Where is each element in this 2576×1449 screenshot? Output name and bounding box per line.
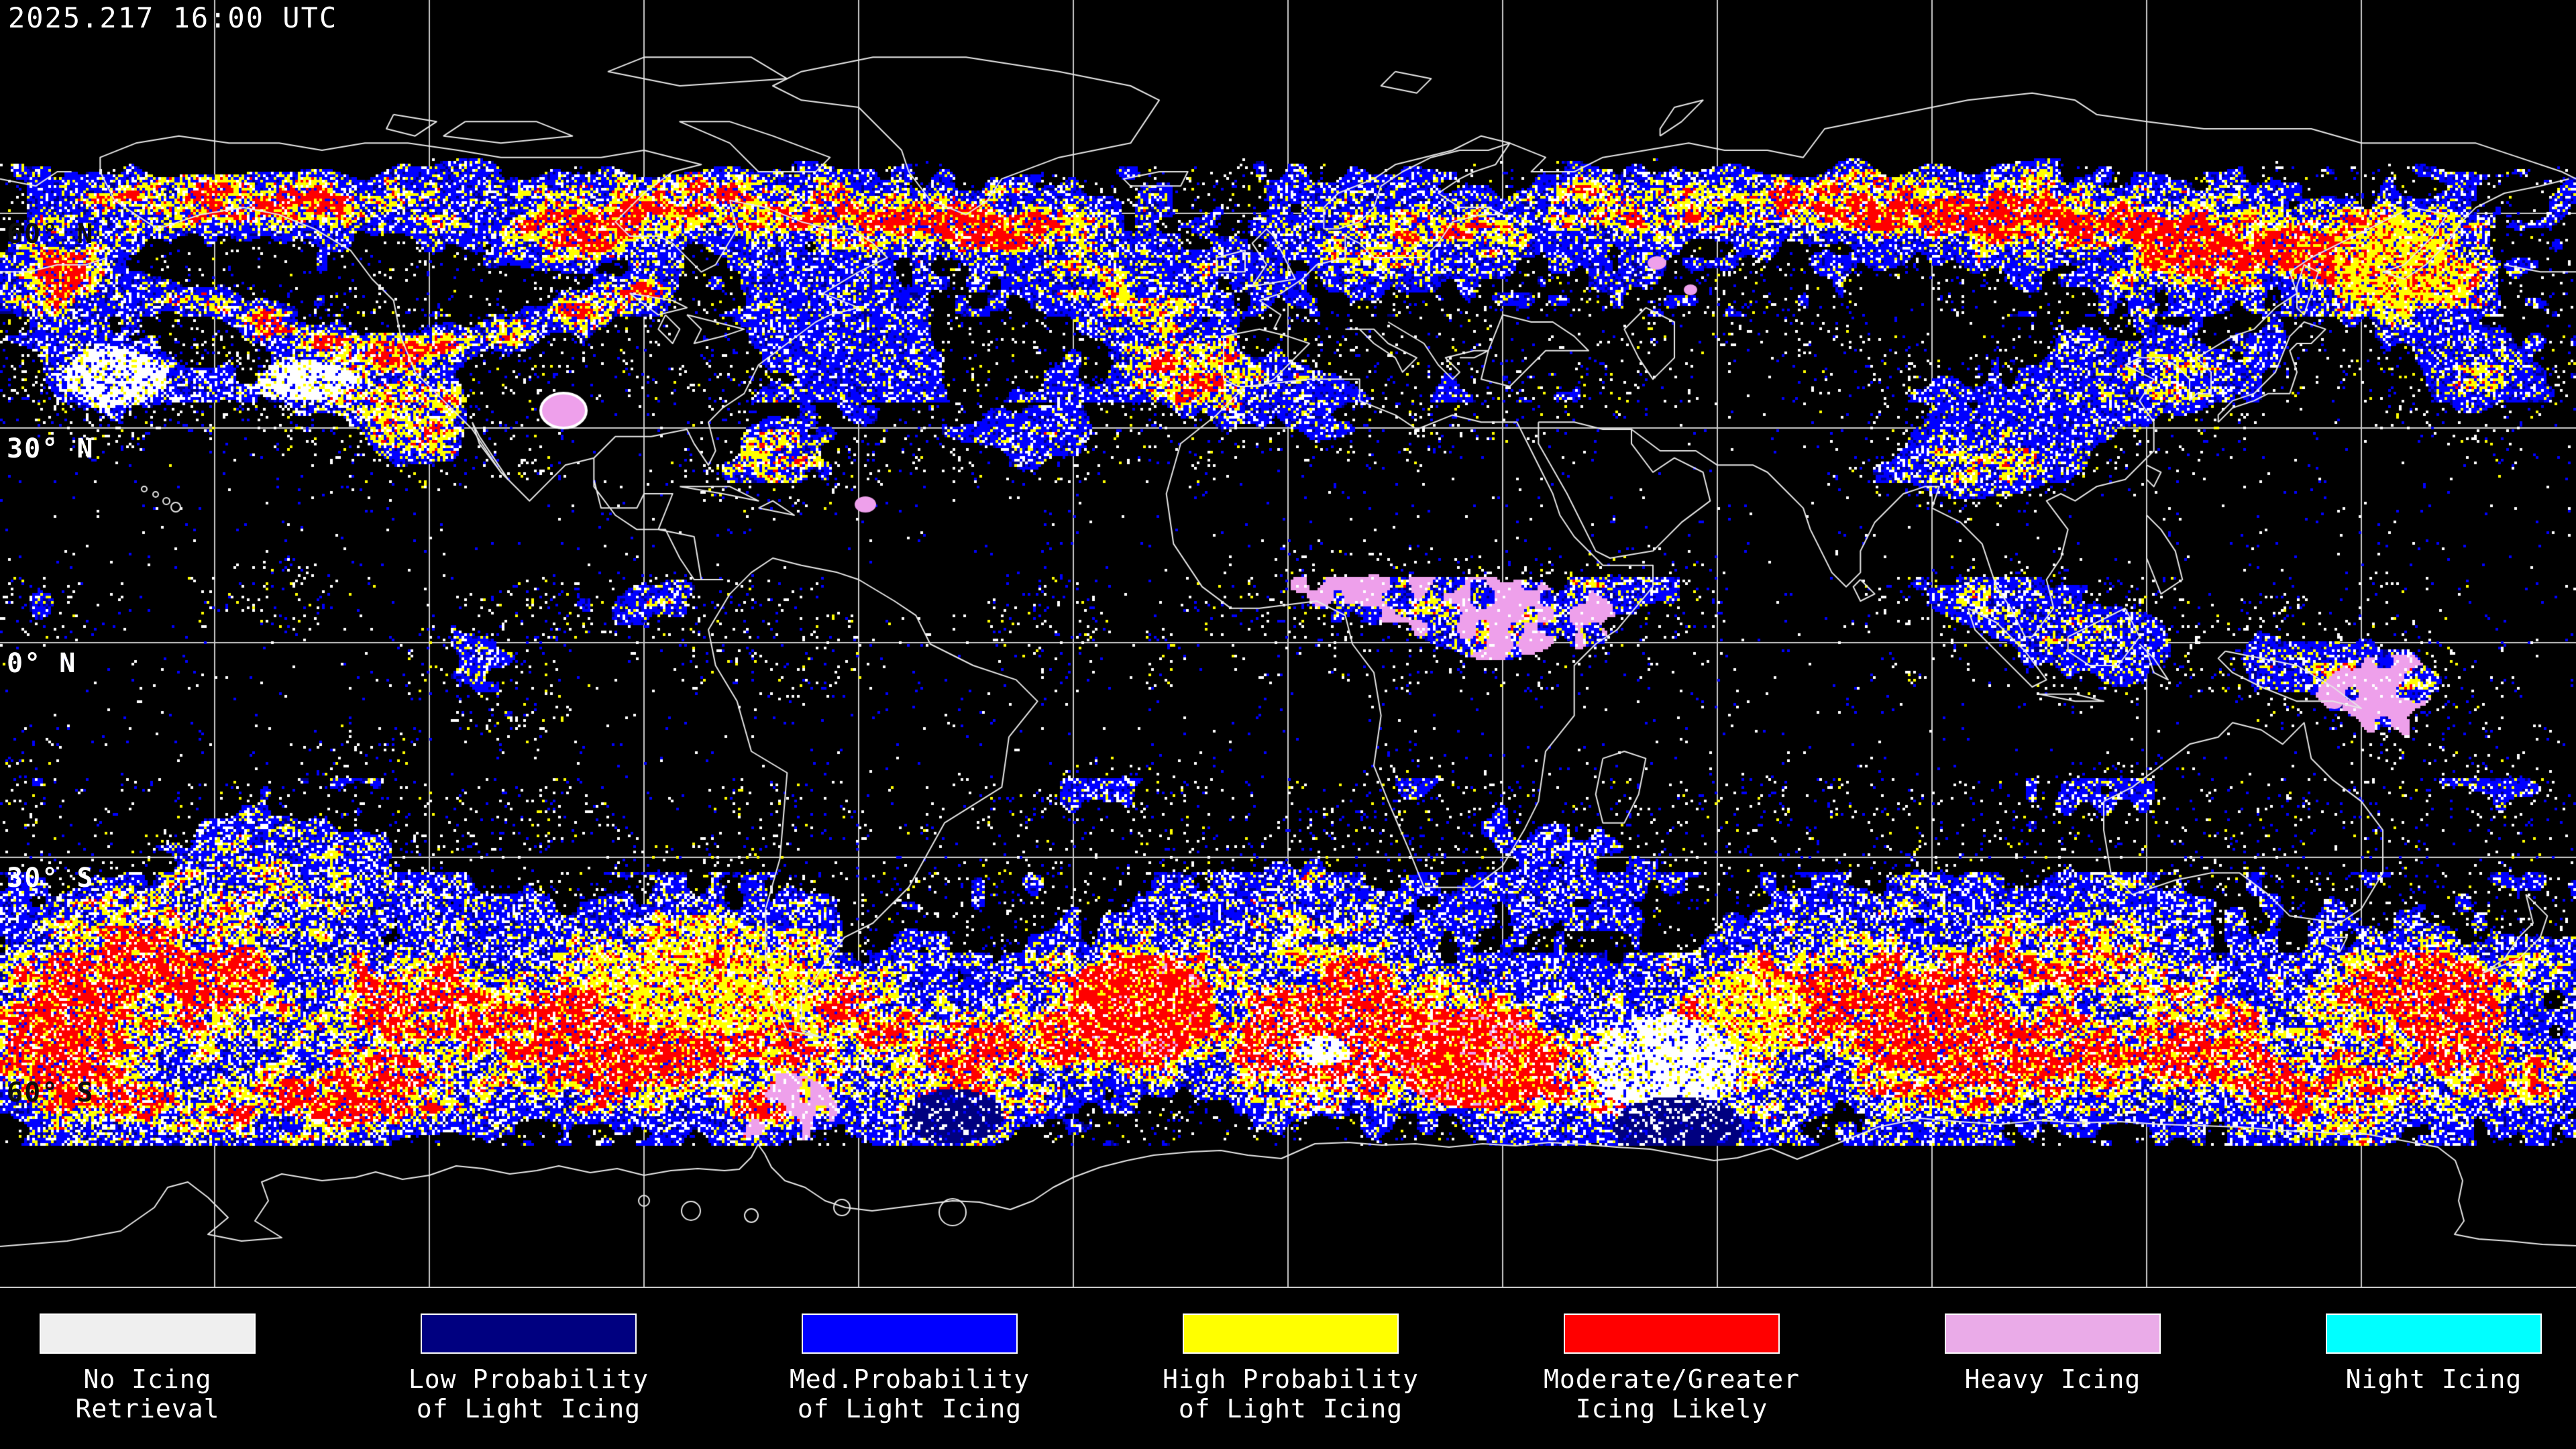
latitude-label-0n: 0° N — [7, 648, 77, 679]
legend-swatch-heavy-icing — [1945, 1313, 2161, 1354]
legend-swatch-moderate-greater — [1564, 1313, 1780, 1354]
legend-swatch-night-icing — [2326, 1313, 2542, 1354]
legend-bar: No Icing Retrieval Low Probability of Ligh… — [0, 1288, 2576, 1449]
legend-swatch-high-probability — [1183, 1313, 1399, 1354]
legend-label: High Probability of Light Icing — [1162, 1364, 1419, 1424]
legend-item-moderate-greater: Moderate/Greater Icing Likely — [1488, 1288, 1856, 1424]
legend-label: No Icing Retrieval — [75, 1364, 220, 1424]
legend-label: Moderate/Greater Icing Likely — [1543, 1364, 1801, 1424]
legend-item-low-probability: Low Probability of Light Icing — [345, 1288, 712, 1424]
latitude-label-60n: 60° N — [7, 219, 95, 250]
legend-item-high-probability: High Probability of Light Icing — [1107, 1288, 1474, 1424]
latitude-label-30n: 30° N — [7, 433, 95, 464]
legend-swatch-low-probability — [421, 1313, 637, 1354]
legend-label: Heavy Icing — [1964, 1364, 2141, 1394]
timestamp-label: 2025.217 16:00 UTC — [8, 1, 338, 34]
legend-item-night-icing: Night Icing — [2250, 1288, 2576, 1394]
legend-item-no-icing: No Icing Retrieval — [0, 1288, 331, 1424]
global-icing-map: 2025.217 16:00 UTC 60° N 30° N 0° N 30° … — [0, 0, 2576, 1287]
legend-item-med-probability: Med.Probability of Light Icing — [726, 1288, 1093, 1424]
legend-item-heavy-icing: Heavy Icing — [1869, 1288, 2237, 1394]
legend-label: Low Probability of Light Icing — [408, 1364, 649, 1424]
map-legend-divider — [0, 1287, 2576, 1288]
legend-label: Med.Probability of Light Icing — [789, 1364, 1030, 1424]
legend-swatch-med-probability — [802, 1313, 1018, 1354]
world-icing-map-canvas — [0, 0, 2576, 1287]
legend-label: Night Icing — [2345, 1364, 2522, 1394]
latitude-label-60s: 60° S — [7, 1077, 95, 1108]
latitude-label-30s: 30° S — [7, 863, 95, 894]
legend-swatch-no-icing — [40, 1313, 256, 1354]
